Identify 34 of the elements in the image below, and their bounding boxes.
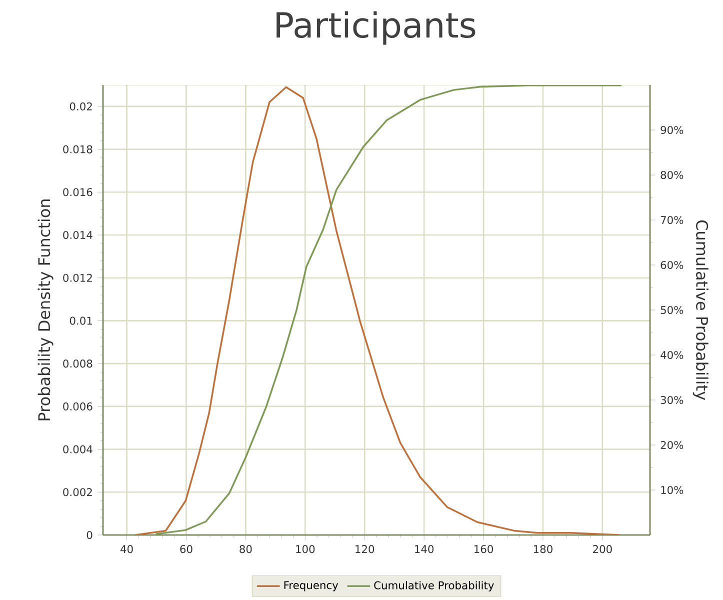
x-tick-label: 180 <box>534 545 552 554</box>
y2-tick-label: 30% <box>660 396 684 404</box>
legend-label: Cumulative Probability <box>374 581 494 592</box>
legend-label: Frequency <box>284 581 338 592</box>
y-tick-label: 0.018 <box>63 145 92 154</box>
y-tick-label: 0.004 <box>63 445 92 454</box>
y2-axis-title: Cumulative Probability <box>692 220 708 400</box>
y2-tick-label: 60% <box>660 260 684 270</box>
y-tick-label: 0.012 <box>63 274 92 282</box>
y-tick-label: 0.002 <box>63 488 92 496</box>
chart-title: Participants <box>276 11 476 45</box>
x-tick-label: 120 <box>356 545 374 554</box>
y2-tick-label: 80% <box>660 170 684 180</box>
x-tick-label: 60 <box>180 545 192 554</box>
y2-tick-label: 70% <box>660 216 684 224</box>
y-axis-title: Probability Density Function <box>38 199 54 420</box>
x-tick-label: 100 <box>296 545 315 554</box>
y2-tick-label: 90% <box>660 126 684 134</box>
y-tick-label: 0.008 <box>63 360 92 368</box>
x-tick-label: 40 <box>120 545 133 554</box>
x-tick-label: 80 <box>240 545 252 554</box>
y-tick-label: 0.006 <box>63 402 92 410</box>
y2-tick-label: 50% <box>660 306 684 314</box>
y2-tick-label: 10% <box>661 486 684 494</box>
x-tick-label: 200 <box>593 545 612 554</box>
y-tick-label: 0.016 <box>63 188 92 196</box>
y-tick-label: 0.014 <box>63 230 92 240</box>
y-tick-label: 0.01 <box>70 316 92 325</box>
y2-tick-label: 20% <box>660 440 684 450</box>
y2-tick-label: 40% <box>660 350 684 360</box>
y-tick-label: 0 <box>86 530 92 540</box>
x-tick-label: 140 <box>415 545 434 554</box>
x-tick-label: 160 <box>474 545 493 554</box>
y-tick-label: 0.02 <box>70 102 92 110</box>
